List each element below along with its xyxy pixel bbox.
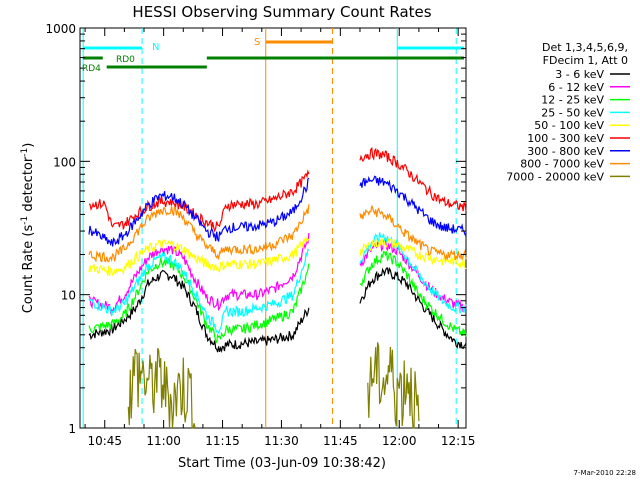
series-line-300-800-after-gap	[359, 175, 467, 237]
legend-header-line2: FDecim 1, Att 0	[543, 54, 628, 67]
series-line-50-100-after-gap	[359, 235, 467, 270]
legend-label: 6 - 12 keV	[548, 81, 604, 94]
series-line-25-50	[88, 248, 310, 335]
x-tick-label: 11:45	[323, 434, 358, 448]
series-line-3-6	[88, 269, 310, 354]
series-line-3-6-after-gap	[359, 267, 467, 350]
series-line-12-25-after-gap	[359, 250, 467, 337]
x-tick-label: 12:00	[382, 434, 417, 448]
annotation-s: S	[254, 37, 260, 48]
series-line-12-25	[88, 257, 310, 344]
annotation-rd4: RD4	[82, 64, 101, 74]
series-line-100-300-after-gap	[359, 146, 467, 212]
series-line-6-12	[88, 232, 310, 315]
legend: Det 1,3,4,5,6,9, FDecim 1, Att 0 3 - 6 k…	[506, 41, 630, 183]
x-tick-label: 11:15	[205, 434, 240, 448]
y-axis-ticks: 1 10 100 1000	[45, 22, 466, 436]
y-tick-label: 100	[53, 155, 76, 169]
series-line-800-7000	[88, 204, 310, 263]
x-tick-label: 11:30	[264, 434, 299, 448]
legend-label: 12 - 25 keV	[541, 94, 604, 107]
legend-label: 25 - 50 keV	[541, 106, 604, 119]
y-tick-label: 10	[61, 289, 76, 303]
series-line-300-800	[88, 177, 310, 247]
plot-frame	[79, 27, 467, 429]
legend-header-line1: Det 1,3,4,5,6,9,	[542, 41, 628, 54]
legend-label: 300 - 800 keV	[527, 145, 604, 158]
footer-timestamp: 7-Mar-2010 22:28	[574, 469, 636, 477]
chart-title: HESSI Observing Summary Count Rates	[132, 3, 431, 21]
y-tick-label: 1000	[45, 22, 76, 36]
y-tick-label: 1	[68, 422, 76, 436]
series-line-7000-20000	[127, 347, 196, 429]
series-line-50-100	[88, 235, 310, 277]
legend-label: 3 - 6 keV	[555, 68, 604, 81]
x-tick-label: 12:15	[441, 434, 476, 448]
series-line-25-50-after-gap	[359, 232, 467, 315]
legend-label: 7000 - 20000 keV	[506, 170, 604, 183]
y-axis-label: Count Rate (s-1 detector-1)	[20, 143, 36, 314]
flag-bars	[83, 40, 465, 69]
annotation-rd0: RD0	[116, 55, 135, 65]
series-line-7000-20000-after-gap	[367, 342, 420, 429]
x-tick-label: 10:45	[87, 434, 122, 448]
legend-label: 50 - 100 keV	[534, 119, 604, 132]
annotation-n: N	[152, 42, 159, 53]
series-line-6-12-after-gap	[359, 238, 467, 313]
series-line-800-7000-after-gap	[359, 205, 467, 262]
x-axis-label: Start Time (03-Jun-09 10:38:42)	[178, 456, 386, 471]
legend-label: 800 - 7000 keV	[520, 158, 604, 171]
x-axis-ticks: 10:45 11:00 11:15 11:30 11:45 12:00 12:15	[84, 28, 476, 448]
series-lines	[88, 146, 467, 429]
legend-label: 100 - 300 keV	[527, 132, 604, 145]
x-tick-label: 11:00	[146, 434, 181, 448]
